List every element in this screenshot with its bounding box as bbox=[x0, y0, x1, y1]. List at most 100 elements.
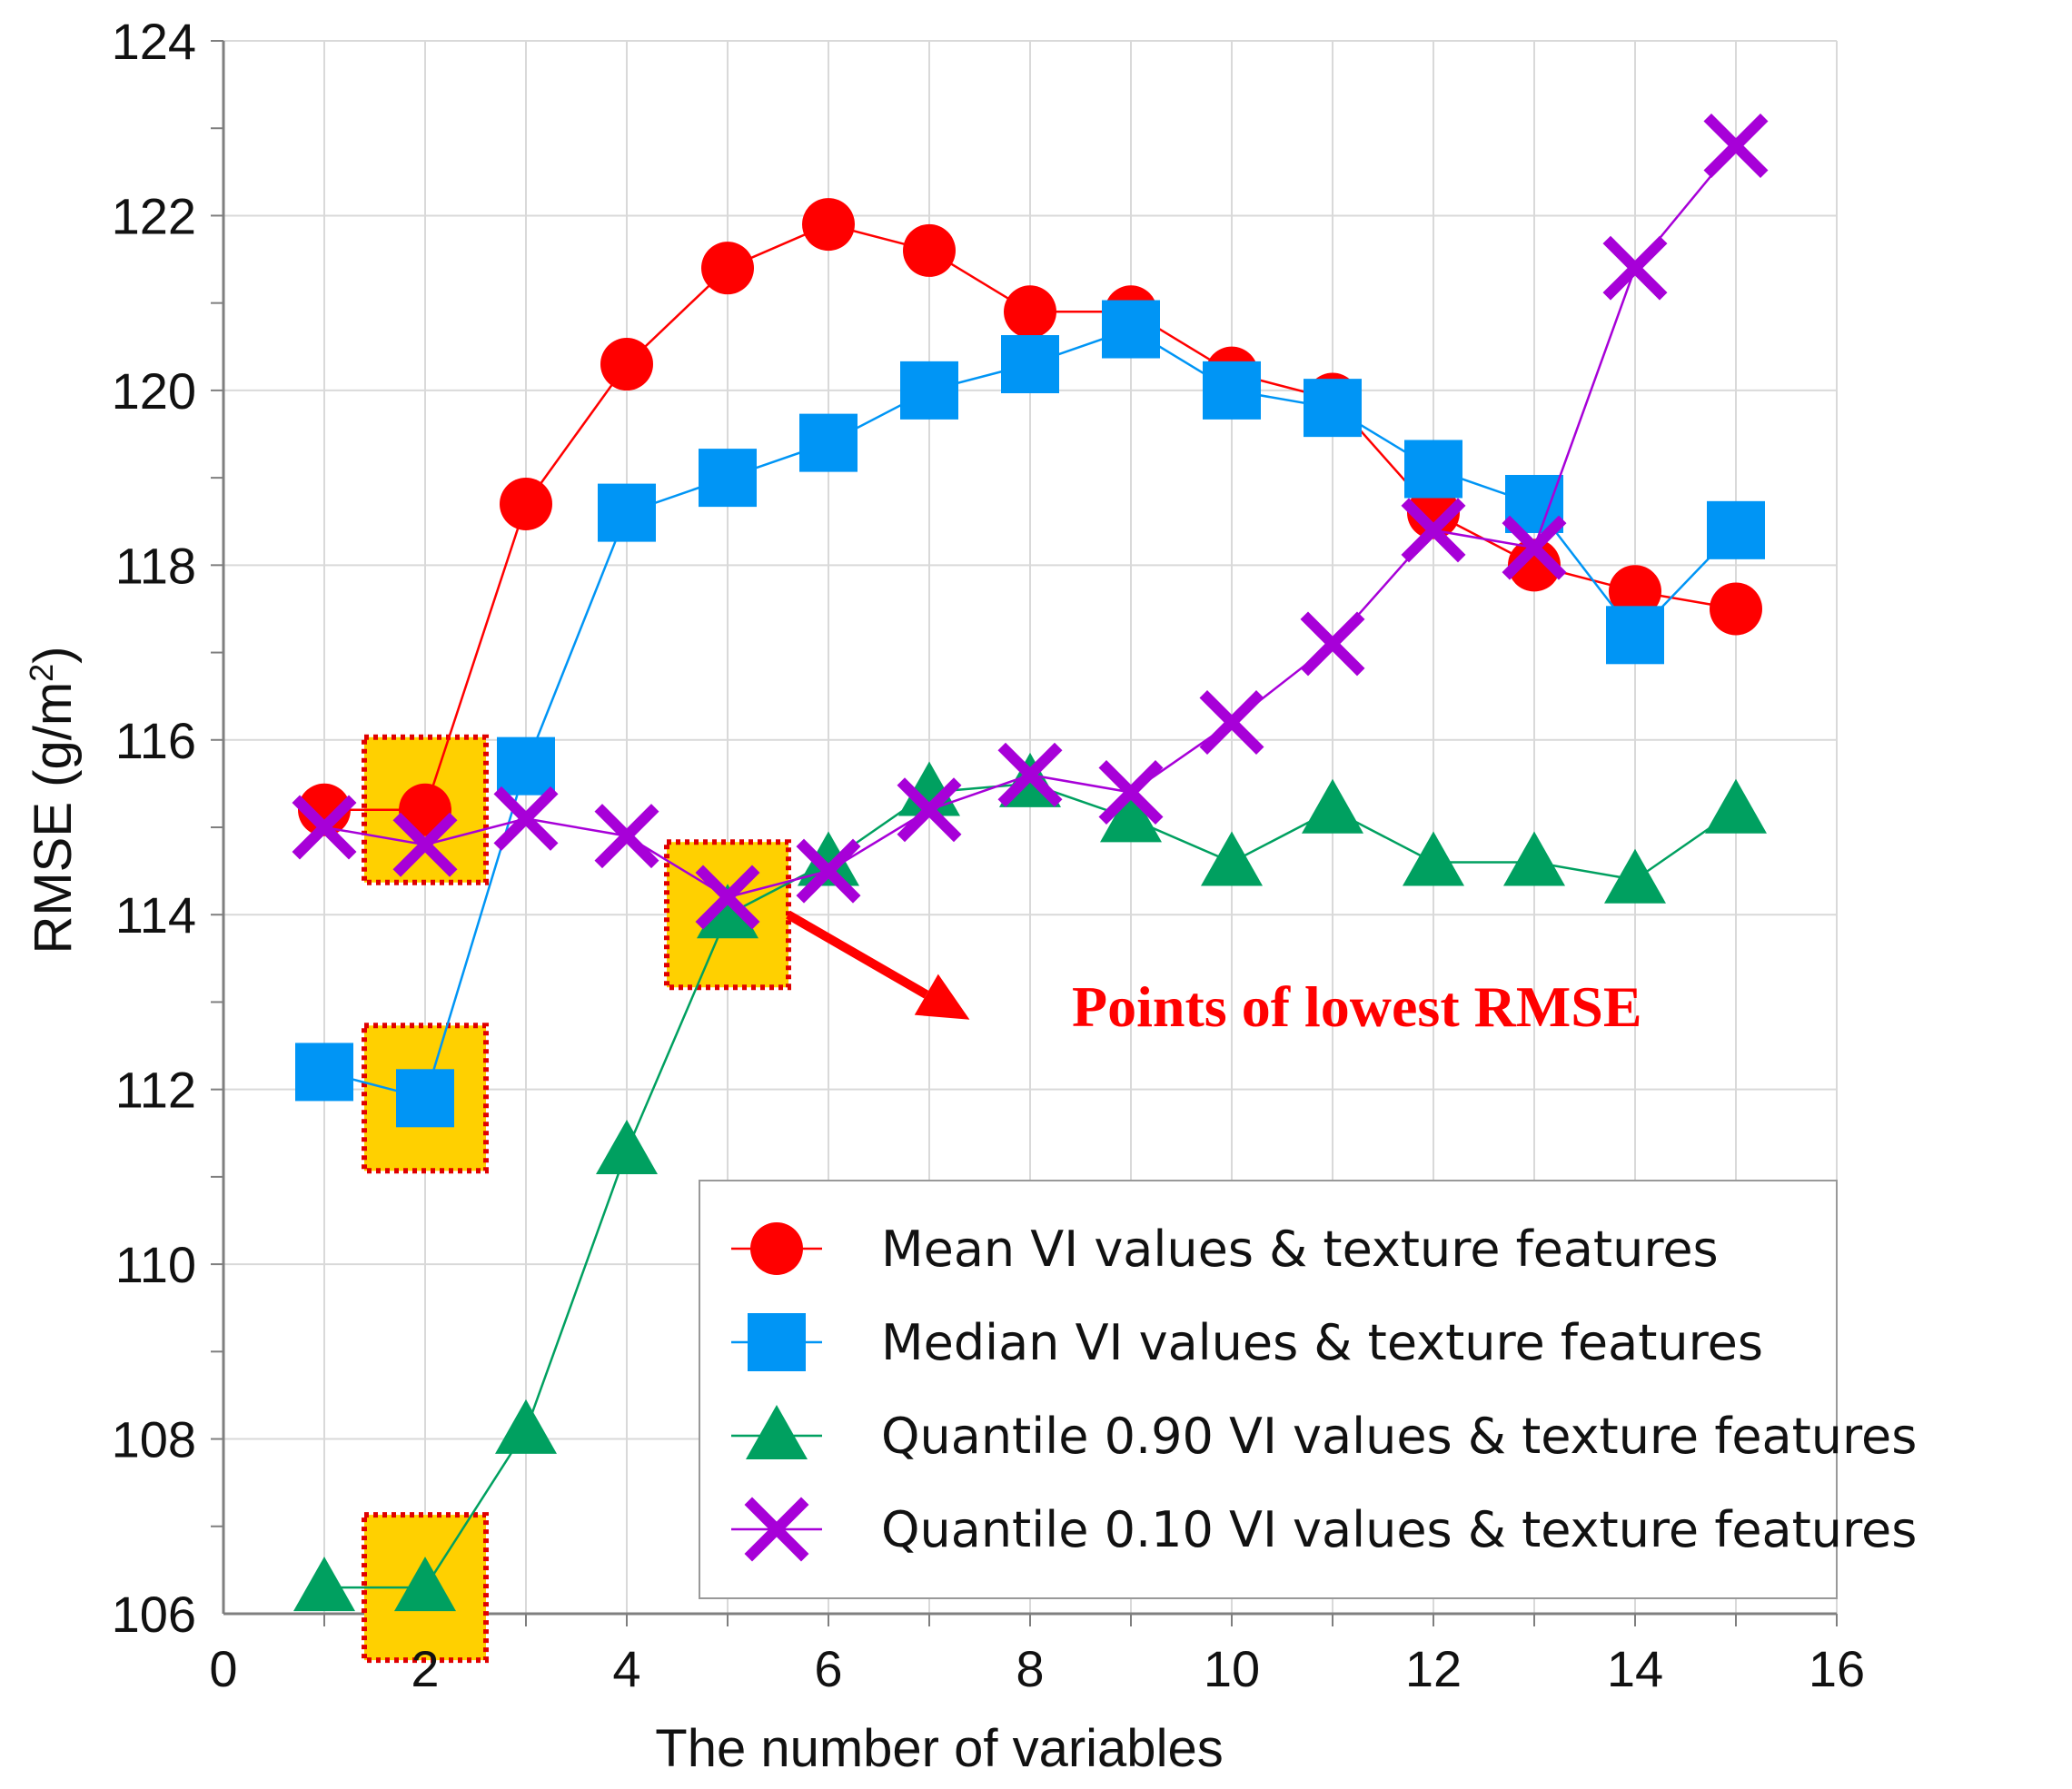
data-point-triangle bbox=[394, 1557, 456, 1612]
data-point-square bbox=[295, 1043, 353, 1102]
x-tick-label: 4 bbox=[612, 1640, 640, 1697]
lowest-rmse-highlights bbox=[362, 734, 791, 1664]
tick-labels: 0 2 4 6 8 10 12 14 16 106 108 110 112 114 116 118 120 122… bbox=[112, 13, 1866, 1697]
cross-stroke bbox=[744, 1497, 809, 1562]
annotation-arrowhead bbox=[914, 974, 970, 1020]
data-point-triangle bbox=[1201, 831, 1263, 886]
data-point-circle bbox=[500, 477, 552, 530]
data-point-square bbox=[598, 483, 656, 542]
y-axis-title-superscript: 2 bbox=[23, 664, 60, 682]
data-point-cross bbox=[594, 804, 659, 869]
legend: Mean VI values & texture features Median … bbox=[699, 1180, 1917, 1599]
legend-entry: Median VI values & texture features bbox=[731, 1313, 1763, 1371]
legend-label: Quantile 0.90 VI values & texture featur… bbox=[881, 1408, 1917, 1465]
y-axis-title-main: RMSE (g/m bbox=[24, 682, 83, 954]
y-tick-label: 114 bbox=[115, 886, 196, 944]
legend-box bbox=[699, 1180, 1838, 1599]
cross-stroke bbox=[493, 786, 559, 851]
data-series bbox=[292, 113, 1769, 1612]
x-tick-label: 0 bbox=[209, 1640, 237, 1697]
data-point-cross bbox=[1199, 690, 1264, 756]
data-point-cross bbox=[292, 795, 357, 860]
data-point-circle bbox=[802, 198, 855, 252]
legend-entry: Mean VI values & texture features bbox=[731, 1221, 1719, 1278]
annotation-arrow bbox=[786, 910, 929, 999]
cross-stroke bbox=[1602, 235, 1668, 301]
annotation-text: Points of lowest RMSE bbox=[1072, 974, 1642, 1039]
data-point-cross bbox=[796, 838, 861, 904]
cross-stroke bbox=[594, 804, 659, 869]
data-point-triangle bbox=[798, 831, 859, 886]
data-point-circle bbox=[750, 1222, 803, 1275]
annotation: Points of lowest RMSE bbox=[786, 910, 1642, 1039]
data-point-circle bbox=[701, 242, 754, 295]
data-point-square bbox=[699, 449, 757, 508]
data-point-square bbox=[900, 361, 958, 420]
data-point-circle bbox=[1710, 582, 1762, 636]
series-triangle bbox=[293, 752, 1767, 1612]
data-point-cross bbox=[1300, 611, 1365, 677]
data-point-triangle bbox=[1100, 787, 1162, 843]
cross-stroke bbox=[1502, 515, 1567, 580]
data-point-square bbox=[1606, 606, 1664, 665]
cross-stroke bbox=[1401, 498, 1466, 563]
y-tick-label: 110 bbox=[115, 1236, 196, 1293]
cross-stroke bbox=[796, 838, 861, 904]
x-tick-label: 12 bbox=[1405, 1640, 1462, 1697]
y-tick-label: 124 bbox=[112, 13, 196, 70]
cross-stroke bbox=[1703, 113, 1769, 178]
data-point-cross bbox=[897, 777, 962, 843]
x-axis-title: The number of variables bbox=[655, 1719, 1223, 1778]
data-point-cross bbox=[493, 786, 559, 851]
data-point-cross bbox=[1703, 113, 1769, 178]
cross-stroke bbox=[292, 795, 357, 860]
data-point-cross bbox=[392, 812, 458, 877]
data-point-square bbox=[1304, 379, 1362, 438]
x-tick-label: 8 bbox=[1016, 1640, 1044, 1697]
data-point-circle bbox=[600, 338, 653, 391]
data-point-triangle bbox=[1604, 848, 1666, 904]
x-tick-label: 6 bbox=[814, 1640, 842, 1697]
data-point-circle bbox=[1609, 565, 1661, 618]
y-axis-title-end: ) bbox=[24, 646, 83, 663]
data-point-triangle bbox=[1705, 778, 1767, 834]
legend-label: Quantile 0.10 VI values & texture featur… bbox=[881, 1501, 1917, 1558]
data-point-circle bbox=[1004, 285, 1056, 339]
y-tick-label: 116 bbox=[115, 712, 196, 769]
data-point-triangle bbox=[697, 884, 758, 939]
cross-stroke bbox=[1199, 690, 1264, 756]
data-point-square bbox=[748, 1313, 806, 1371]
x-tick-label: 14 bbox=[1607, 1640, 1663, 1697]
series-square bbox=[295, 300, 1765, 1128]
axes bbox=[211, 40, 1838, 1626]
x-tick-label: 16 bbox=[1809, 1640, 1865, 1697]
legend-entry: Quantile 0.90 VI values & texture featur… bbox=[731, 1405, 1917, 1465]
data-point-cross bbox=[1502, 515, 1567, 580]
data-point-triangle bbox=[596, 1120, 658, 1175]
x-tick-label: 10 bbox=[1204, 1640, 1260, 1697]
y-tick-label: 106 bbox=[112, 1586, 196, 1643]
cross-stroke bbox=[997, 742, 1063, 807]
data-point-triangle bbox=[293, 1557, 355, 1612]
data-point-triangle bbox=[495, 1399, 557, 1454]
cross-stroke bbox=[897, 777, 962, 843]
data-point-square bbox=[1404, 440, 1462, 499]
data-point-square bbox=[1001, 335, 1059, 394]
data-point-cross bbox=[1098, 760, 1164, 825]
cross-stroke bbox=[1098, 760, 1164, 825]
data-point-square bbox=[1203, 361, 1261, 420]
data-point-cross bbox=[1401, 498, 1466, 563]
data-point-triangle bbox=[1403, 831, 1464, 886]
data-point-triangle bbox=[1302, 778, 1363, 834]
data-point-circle bbox=[1407, 486, 1460, 539]
series-cross bbox=[292, 113, 1769, 930]
cross-stroke bbox=[695, 865, 760, 930]
legend-label: Median VI values & texture features bbox=[881, 1314, 1763, 1371]
data-point-circle bbox=[298, 783, 351, 836]
cross-stroke bbox=[1300, 611, 1365, 677]
y-tick-label: 112 bbox=[115, 1062, 196, 1119]
data-point-cross bbox=[744, 1497, 809, 1562]
data-point-square bbox=[1707, 500, 1765, 559]
data-point-triangle bbox=[746, 1405, 808, 1459]
